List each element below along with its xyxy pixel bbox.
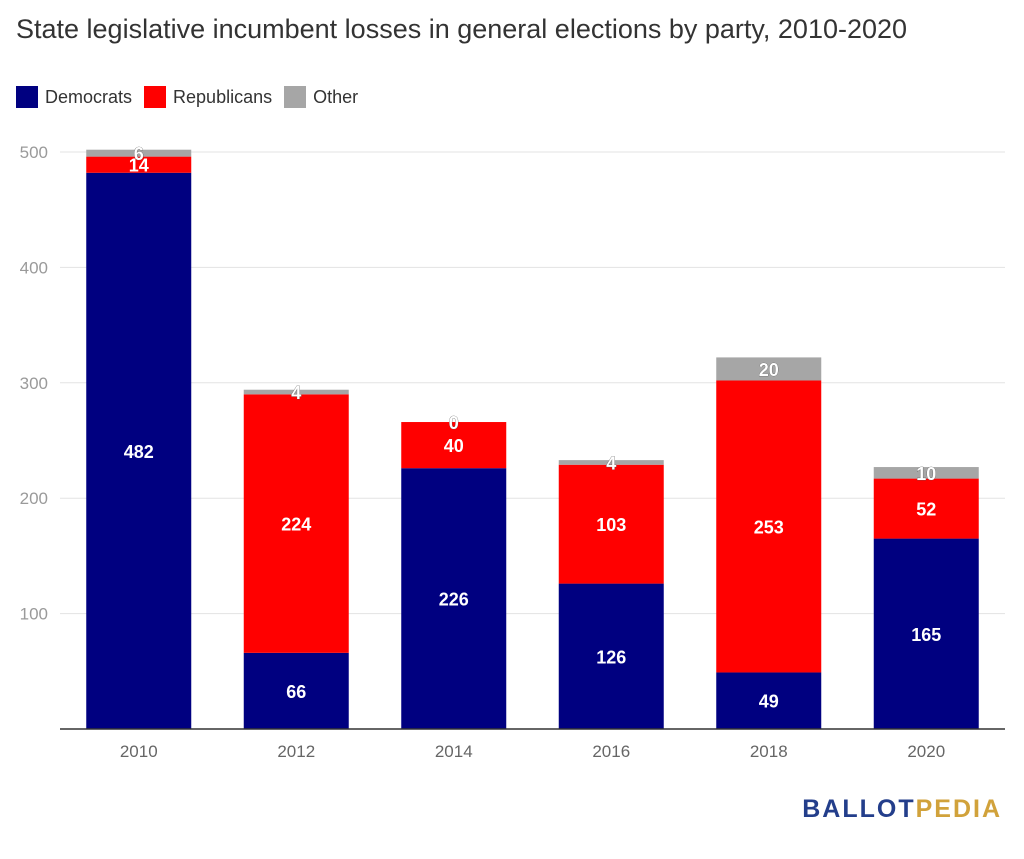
data-label-other-2012: 4 (291, 383, 301, 403)
data-label-democrats-2012: 66 (286, 682, 306, 702)
data-label-republicans-2010: 14 (129, 156, 149, 176)
bar-democrats-2020 (873, 538, 979, 729)
data-label-other-2020: 10 (916, 464, 936, 484)
data-label-other-2010: 6 (134, 144, 144, 164)
legend-label-democrats: Democrats (45, 86, 133, 107)
stacked-bar-chart: 1002003004005004821462010662244201222640… (20, 143, 1005, 761)
y-tick-label: 200 (20, 489, 48, 508)
data-label-republicans-2012: 224 (281, 515, 311, 535)
bar-other-2016 (558, 460, 664, 465)
data-label-democrats-2018: 49 (759, 692, 779, 712)
data-label-republicans-2016: 103 (596, 515, 626, 535)
brand-part-2: PEDIA (915, 795, 1002, 823)
bar-republicans-2018 (716, 380, 822, 673)
bar-republicans-2010 (86, 156, 192, 173)
data-label-republicans-2020: 52 (916, 500, 936, 520)
ballotpedia-logo: BALLOTPEDIA (802, 795, 1002, 824)
data-label-other-2014: 0 (449, 413, 459, 433)
data-label-democrats-2016: 126 (596, 647, 626, 667)
x-tick-label: 2014 (435, 742, 473, 761)
data-label-other-2018: 20 (759, 360, 779, 380)
y-tick-label: 300 (20, 374, 48, 393)
data-label-democrats-2014: 226 (439, 590, 469, 610)
chart-legend: Democrats Republicans Other (16, 86, 370, 108)
bar-republicans-2016 (558, 464, 664, 584)
data-label-republicans-2014: 40 (444, 436, 464, 456)
legend-swatch-republicans (144, 86, 167, 108)
bar-other-2018 (716, 357, 822, 381)
y-tick-label: 400 (20, 258, 48, 277)
bar-democrats-2014 (401, 468, 507, 729)
data-label-democrats-2020: 165 (911, 625, 941, 645)
x-tick-label: 2020 (907, 742, 945, 761)
y-tick-label: 100 (20, 605, 48, 624)
bar-other-2012 (243, 389, 349, 395)
x-tick-label: 2016 (592, 742, 630, 761)
brand-part-1: BALLOT (802, 795, 916, 823)
bar-democrats-2016 (558, 583, 664, 729)
bar-democrats-2012 (243, 652, 349, 729)
data-label-republicans-2018: 253 (754, 517, 784, 537)
legend-swatch-other (284, 86, 307, 108)
x-tick-label: 2012 (277, 742, 315, 761)
bar-republicans-2014 (401, 422, 507, 469)
legend-label-republicans: Republicans (173, 86, 273, 107)
legend-item-democrats: Democrats (16, 86, 132, 108)
legend-label-other: Other (313, 86, 359, 107)
bar-other-2020 (873, 467, 979, 479)
bar-other-2010 (86, 149, 192, 157)
legend-item-republicans: Republicans (144, 86, 272, 108)
chart-title: State legislative incumbent losses in ge… (16, 14, 908, 44)
bar-democrats-2010 (86, 172, 192, 730)
x-tick-label: 2018 (750, 742, 788, 761)
bar-democrats-2018 (716, 672, 822, 729)
legend-swatch-democrats (16, 86, 38, 108)
bar-republicans-2020 (873, 478, 979, 539)
y-tick-label: 500 (20, 143, 48, 162)
data-label-other-2016: 4 (606, 453, 616, 473)
bar-republicans-2012 (243, 394, 349, 653)
legend-item-other: Other (284, 86, 358, 108)
data-label-democrats-2010: 482 (124, 442, 154, 462)
x-tick-label: 2010 (120, 742, 158, 761)
